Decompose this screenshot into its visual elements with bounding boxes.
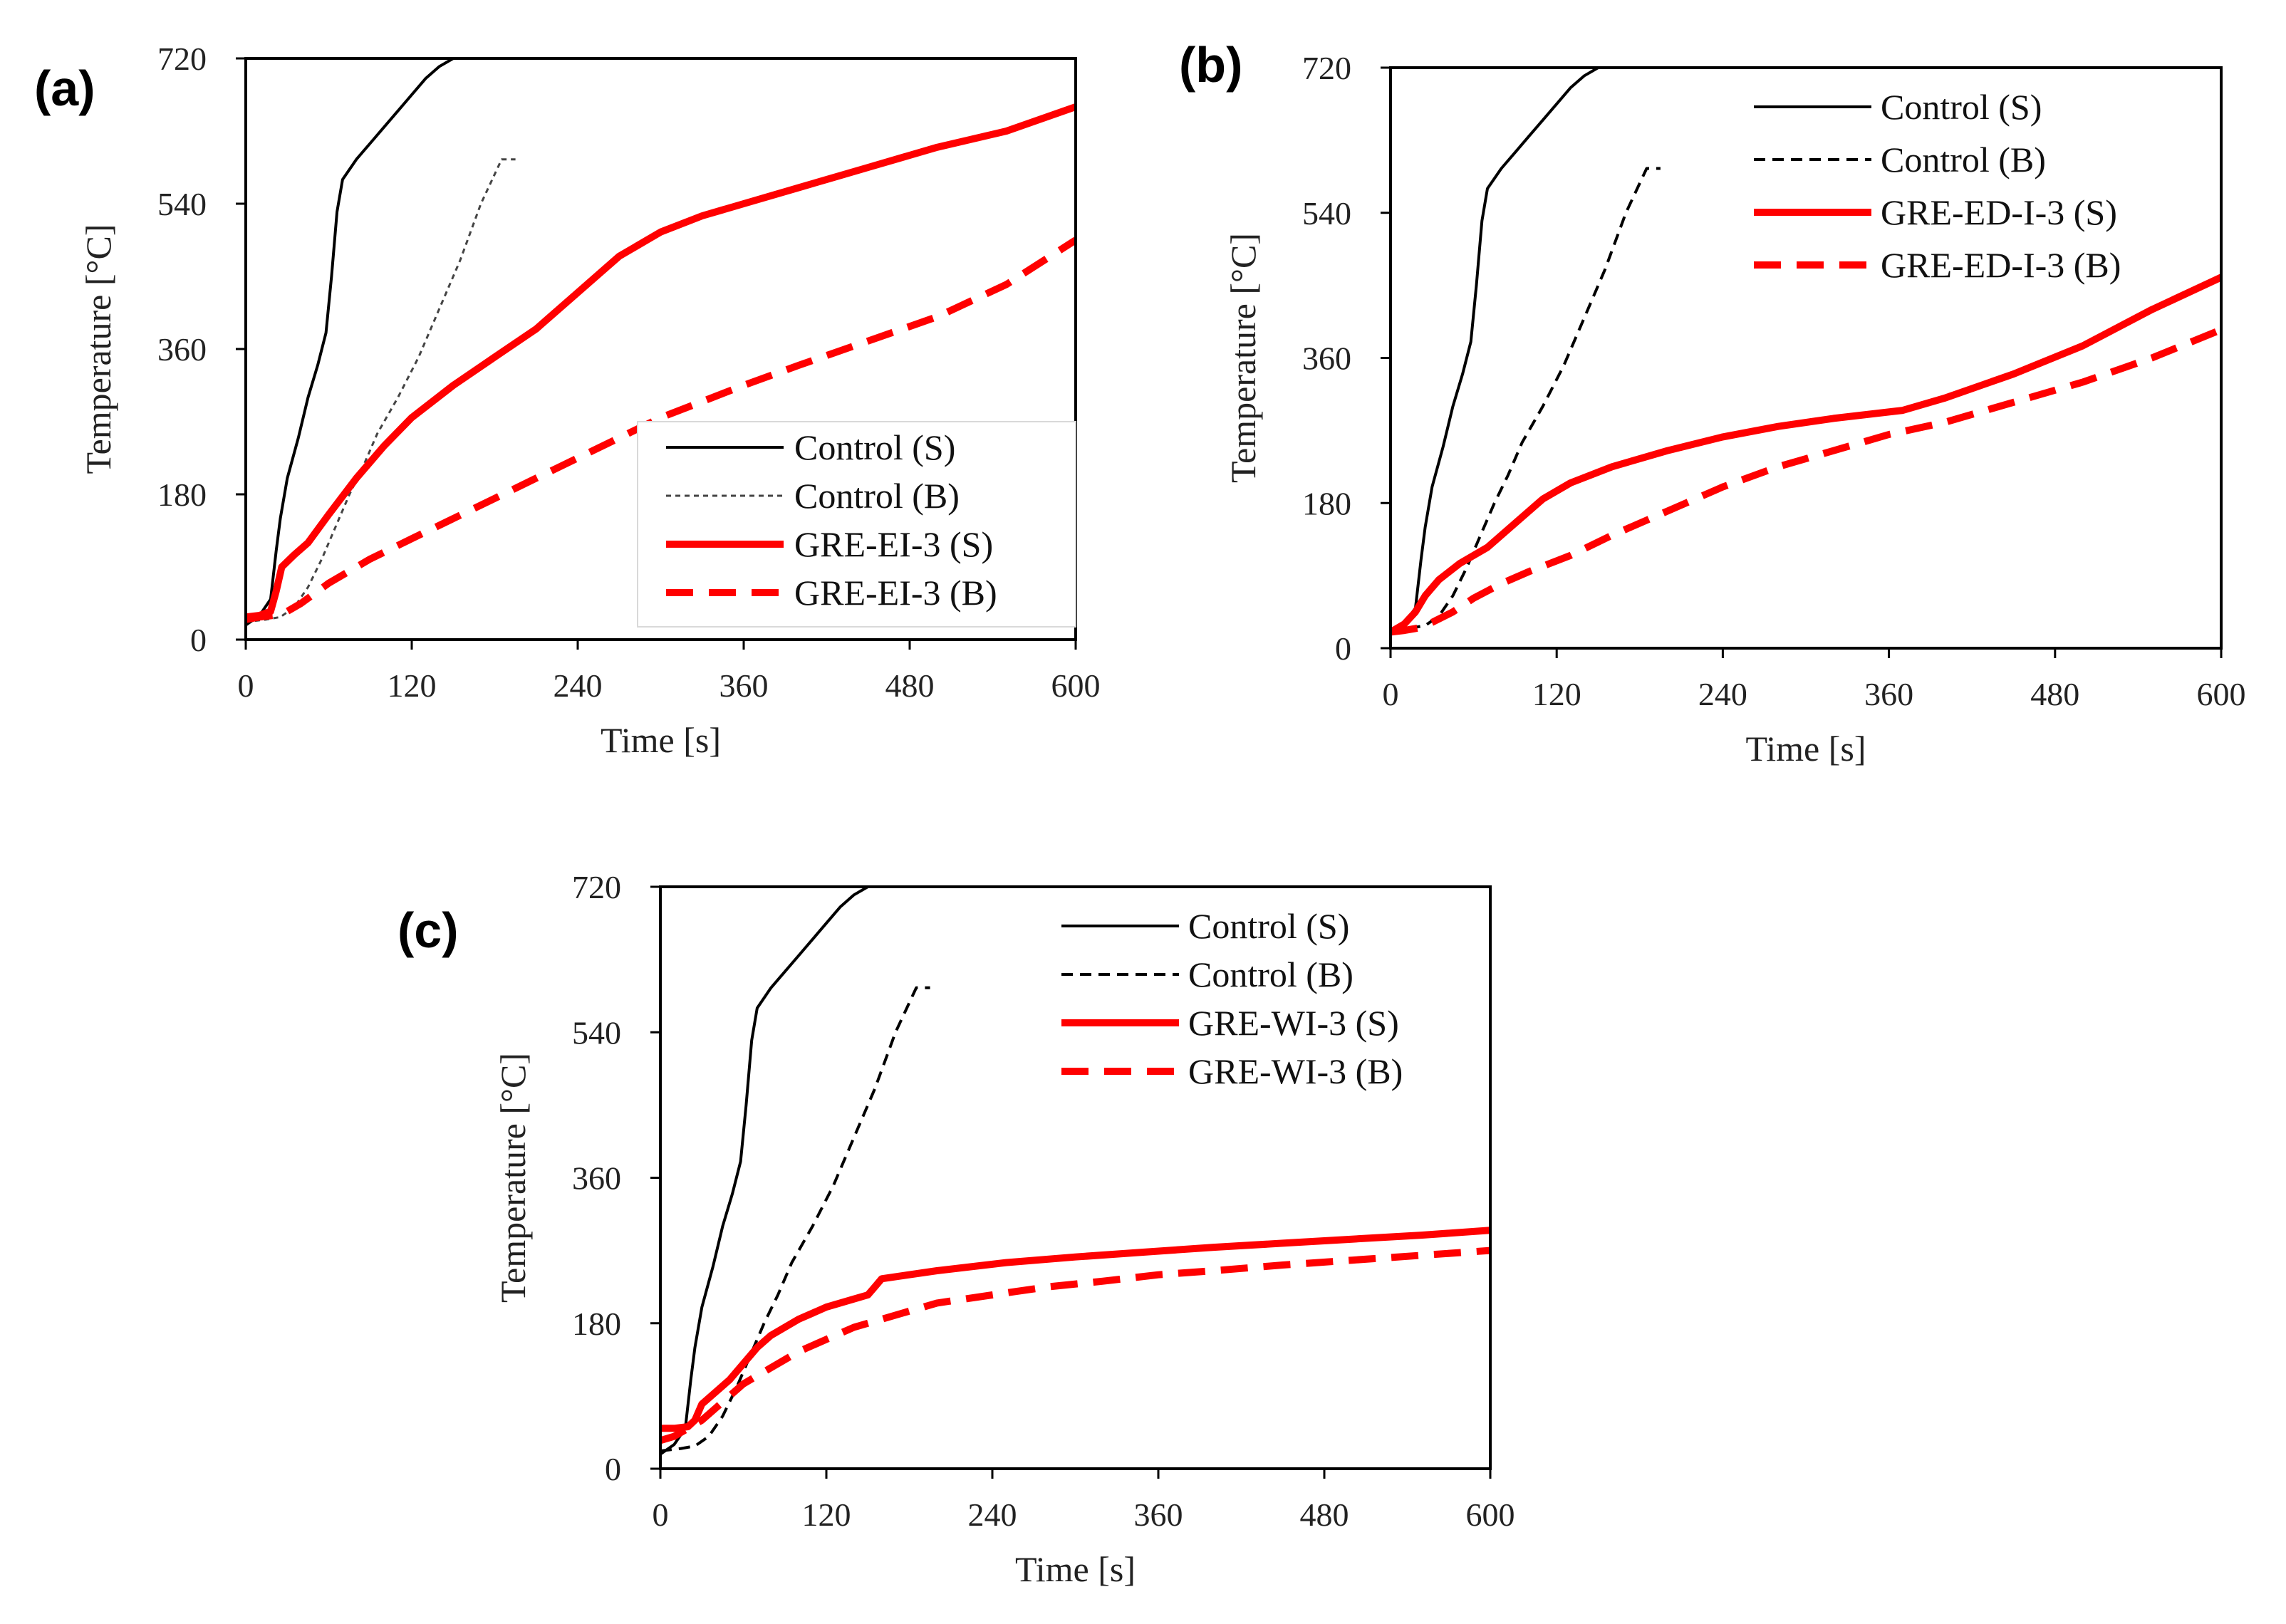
y-tick-label: 180	[1302, 485, 1351, 521]
x-axis-label: Time [s]	[1015, 1549, 1136, 1589]
y-tick-label: 540	[157, 186, 207, 222]
legend: Control (S) Control (B) GRE-WI-3 (S) GRE-WI…	[1061, 906, 1403, 1091]
x-tick-label: 240	[968, 1497, 1017, 1533]
series-line-4	[1391, 326, 2221, 636]
y-tick-label: 180	[157, 477, 207, 513]
y-tick-label: 180	[572, 1306, 621, 1342]
y-tick-label: 540	[572, 1014, 621, 1051]
x-tick-label: 0	[1383, 676, 1399, 712]
series-line-3	[246, 103, 1076, 621]
panel-label: (a)	[34, 61, 95, 116]
x-tick-label: 600	[1051, 667, 1101, 704]
y-tick-label: 0	[1335, 630, 1351, 667]
x-tick-label: 600	[1466, 1497, 1515, 1533]
x-tick-label: 120	[1532, 676, 1581, 712]
y-tick-label: 360	[1302, 340, 1351, 377]
series-line-1	[660, 887, 875, 1456]
legend-label: GRE-ED-I-3 (B)	[1881, 245, 2121, 285]
x-tick-label: 480	[2030, 676, 2079, 712]
chart-panel-1: (a) 0 120 240 360 480 600 0 180 360 540 720 Time [s]…	[34, 41, 1101, 760]
x-tick-label: 0	[653, 1497, 669, 1533]
legend-label: GRE-ED-I-3 (S)	[1881, 192, 2117, 232]
y-tick-label: 0	[605, 1451, 621, 1487]
series-line-2	[246, 158, 516, 623]
x-tick-label: 0	[238, 667, 254, 704]
legend-label: Control (B)	[1881, 140, 2046, 179]
series-line-1	[246, 58, 460, 627]
y-tick-label: 360	[572, 1160, 621, 1197]
legend-label: GRE-WI-3 (S)	[1188, 1003, 1399, 1043]
panel-label: (b)	[1179, 37, 1242, 93]
panel-label: (c)	[398, 902, 459, 958]
x-tick-label: 360	[719, 667, 769, 704]
legend-label: Control (S)	[1881, 87, 2042, 127]
series-line-3	[1391, 274, 2221, 635]
x-tick-label: 240	[1698, 676, 1747, 712]
x-tick-label: 240	[554, 667, 603, 704]
y-axis-label: Temperature [°C]	[1223, 233, 1263, 483]
y-tick-label: 540	[1302, 195, 1351, 231]
series-line-1	[1391, 68, 1606, 635]
y-tick-label: 360	[157, 331, 207, 368]
y-tick-label: 0	[190, 622, 207, 658]
x-tick-label: 120	[802, 1497, 851, 1533]
legend-label: Control (S)	[1188, 906, 1349, 946]
y-axis-label: Temperature [°C]	[493, 1053, 533, 1303]
x-tick-label: 480	[885, 667, 935, 704]
legend: Control (S) Control (B) GRE-ED-I-3 (S) GRE-…	[1754, 87, 2121, 285]
chart-panel-3: (c) 0 120 240 360 480 600 0 180 360 540 720 Time [s]…	[398, 869, 1515, 1589]
legend-label: GRE-EI-3 (S)	[794, 524, 993, 564]
series-line-4	[246, 236, 1076, 623]
legend-label: GRE-WI-3 (B)	[1188, 1051, 1403, 1091]
legend-label: Control (B)	[1188, 954, 1354, 994]
x-axis-label: Time [s]	[1745, 729, 1866, 769]
x-tick-label: 480	[1300, 1497, 1349, 1533]
x-tick-label: 360	[1864, 676, 1913, 712]
x-tick-label: 600	[2197, 676, 2246, 712]
legend-label: Control (S)	[794, 427, 955, 467]
legend-label: GRE-EI-3 (B)	[794, 573, 997, 613]
y-tick-label: 720	[157, 41, 207, 77]
series-line-2	[660, 986, 930, 1452]
y-tick-label: 720	[1302, 50, 1351, 86]
x-tick-label: 360	[1134, 1497, 1183, 1533]
legend: Control (S) Control (B) GRE-EI-3 (S) GRE-EI…	[637, 421, 1076, 628]
x-tick-label: 120	[388, 667, 437, 704]
x-axis-label: Time [s]	[601, 720, 721, 760]
legend-label: Control (B)	[794, 476, 960, 516]
y-axis-label: Temperature [°C]	[78, 224, 118, 474]
series-line-3	[660, 1227, 1490, 1432]
series-line-4	[660, 1246, 1490, 1445]
chart-panel-2: (b) 0 120 240 360 480 600 0 180 360 540 720 Time [s]…	[1179, 37, 2246, 769]
y-tick-label: 720	[572, 869, 621, 905]
